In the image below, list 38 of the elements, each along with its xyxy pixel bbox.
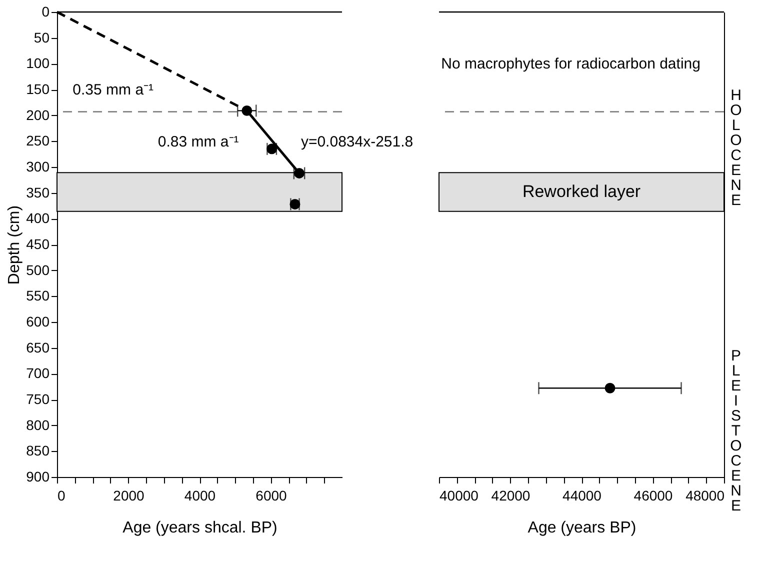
y-tick-label: 0 <box>42 4 50 20</box>
x-tick-label: 0 <box>58 488 66 504</box>
y-tick-label: 150 <box>26 81 50 97</box>
x-tick-label: 46000 <box>634 488 673 504</box>
y-tick-label: 550 <box>26 288 50 304</box>
y-tick-label: 800 <box>26 416 50 433</box>
y-tick-label: 250 <box>26 132 50 149</box>
y-tick-label: 200 <box>26 106 50 123</box>
x-tick-label: 44000 <box>562 488 602 504</box>
x-tick-label: 4000 <box>184 488 216 504</box>
band-label: Reworked layer <box>522 182 641 202</box>
y-tick-label: 450 <box>26 236 50 252</box>
y-tick-label: 400 <box>26 210 50 226</box>
x-axis-title: Age (years shcal. BP) <box>122 520 278 536</box>
x-tick-label: 48000 <box>686 488 725 504</box>
y-tick-label: 850 <box>26 442 50 459</box>
y-tick-label: 650 <box>26 339 50 356</box>
y-axis-title: Depth (cm) <box>6 205 24 285</box>
y-tick-label: 500 <box>26 262 50 278</box>
x-tick-label: 40000 <box>440 488 479 504</box>
y-tick-label: 600 <box>26 314 50 330</box>
y-tick-label: 50 <box>34 29 50 46</box>
annotation: 0.35 mm a⁻¹ <box>72 82 154 99</box>
annotation: y=0.0834x-251.8 <box>300 133 414 150</box>
y-tick-label: 700 <box>26 365 50 382</box>
y-tick-label: 900 <box>26 468 50 484</box>
text: PLEISTOCENE <box>730 348 742 515</box>
x-tick-label: 6000 <box>256 488 288 504</box>
y-tick-label: 750 <box>26 391 50 407</box>
annotation: 0.83 mm a⁻¹ <box>158 133 239 150</box>
x-axis-title: Age (years BP) <box>528 520 636 536</box>
x-tick-label: 42000 <box>491 488 530 504</box>
text: HOLOCENE <box>730 86 742 209</box>
x-tick-label: 2000 <box>113 488 145 504</box>
annotation: No macrophytes for radiocarbon dating <box>441 56 700 73</box>
y-tick-label: 100 <box>26 55 50 72</box>
y-tick-label: 350 <box>26 184 50 200</box>
y-tick-label: 300 <box>26 158 50 174</box>
